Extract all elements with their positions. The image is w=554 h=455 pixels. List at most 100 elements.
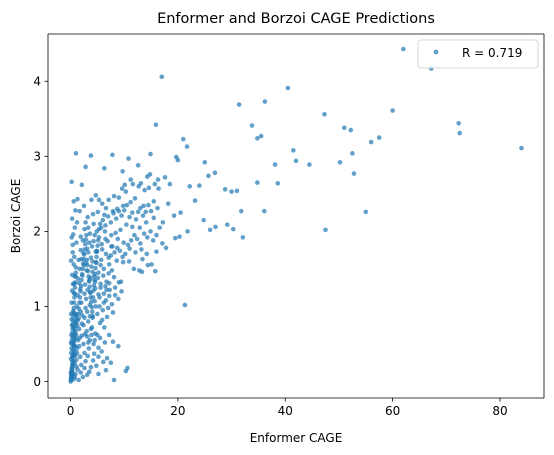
data-point: [93, 193, 99, 198]
data-point: [84, 372, 90, 378]
data-point: [201, 217, 206, 223]
data-point: [108, 360, 114, 366]
data-point: [95, 209, 101, 215]
data-point: [82, 365, 87, 371]
data-point: [120, 259, 126, 265]
data-point: [87, 313, 93, 319]
data-point: [126, 259, 132, 264]
data-point: [68, 258, 74, 263]
data-point: [150, 238, 156, 243]
data-point: [159, 74, 165, 80]
data-point: [127, 246, 132, 251]
data-point: [91, 351, 97, 357]
data-point: [82, 331, 88, 337]
data-point: [100, 307, 106, 313]
data-point: [197, 183, 202, 188]
data-point: [113, 216, 119, 221]
data-point: [322, 112, 327, 117]
data-point: [140, 213, 146, 218]
data-point: [96, 292, 101, 297]
data-point: [83, 296, 89, 302]
x-tick-label: 60: [385, 404, 400, 418]
data-point: [85, 319, 91, 324]
data-point: [82, 291, 87, 296]
data-point: [77, 208, 82, 214]
data-point: [139, 247, 144, 252]
data-point: [73, 352, 78, 358]
data-point: [171, 213, 177, 218]
data-point: [119, 213, 124, 218]
data-point: [85, 214, 91, 220]
data-point: [255, 180, 260, 185]
data-point: [77, 300, 82, 305]
data-point: [177, 234, 182, 239]
data-point: [240, 235, 246, 240]
data-point: [222, 187, 228, 192]
data-point: [78, 247, 84, 253]
data-point: [112, 292, 118, 298]
data-point: [97, 221, 103, 227]
data-point: [92, 279, 98, 284]
data-point: [140, 256, 145, 262]
data-point: [73, 208, 78, 213]
data-point: [363, 209, 369, 215]
x-tick-label: 80: [492, 404, 507, 418]
data-point: [92, 232, 97, 238]
data-point: [103, 367, 109, 373]
data-point: [120, 254, 125, 260]
legend-box: [417, 39, 539, 69]
data-point: [154, 249, 159, 254]
data-point: [74, 240, 79, 245]
data-point: [88, 299, 94, 305]
data-point: [93, 249, 99, 254]
data-point: [131, 266, 137, 272]
data-point: [106, 255, 111, 260]
data-point: [152, 181, 158, 187]
data-point: [111, 193, 117, 199]
data-point: [116, 195, 122, 200]
y-axis-label: Borzoi CAGE: [9, 179, 23, 254]
data-point: [128, 177, 133, 182]
data-point: [123, 189, 129, 194]
data-point: [71, 290, 77, 296]
data-point: [89, 264, 94, 269]
data-point: [81, 203, 87, 209]
data-point: [93, 259, 99, 265]
data-point: [135, 163, 141, 168]
data-point: [96, 354, 101, 360]
data-point: [102, 166, 107, 171]
data-point: [72, 285, 78, 290]
data-point: [101, 291, 107, 296]
data-point: [112, 250, 117, 255]
data-point: [106, 280, 112, 286]
data-point: [187, 184, 193, 189]
data-point: [116, 343, 121, 349]
data-point: [132, 196, 138, 201]
data-point: [141, 203, 146, 209]
data-point: [98, 262, 103, 268]
data-point: [155, 177, 161, 182]
data-point: [85, 353, 91, 359]
data-point: [133, 250, 138, 255]
data-point: [133, 217, 139, 222]
data-point: [88, 275, 93, 281]
legend-marker: [433, 49, 439, 55]
data-point: [110, 310, 116, 315]
data-point: [90, 259, 95, 264]
data-point: [93, 265, 98, 271]
axes-frame: [47, 33, 545, 399]
data-point: [103, 251, 109, 257]
data-point: [116, 296, 121, 302]
data-point: [86, 346, 92, 351]
data-point: [89, 309, 95, 314]
data-point: [229, 189, 234, 194]
data-point: [90, 211, 96, 217]
data-point: [104, 355, 110, 361]
data-point: [255, 136, 260, 141]
data-point: [123, 251, 128, 257]
data-point: [103, 205, 109, 211]
data-point: [213, 224, 218, 230]
data-point: [148, 208, 154, 214]
data-point: [155, 205, 160, 211]
data-point: [76, 311, 81, 317]
